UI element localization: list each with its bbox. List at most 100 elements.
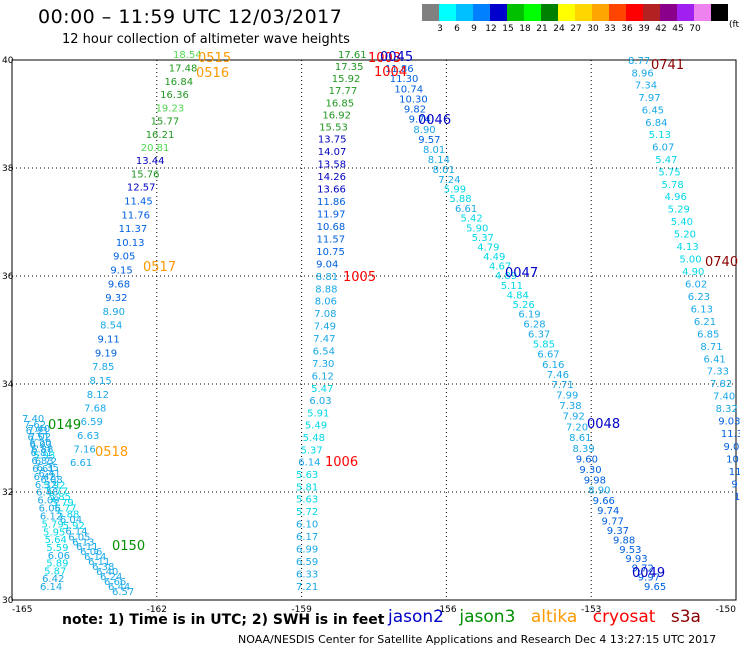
- wave-height-value: 6.42: [42, 574, 64, 585]
- wave-height-value: 6.20: [29, 438, 51, 449]
- wave-height-value: 6.61: [32, 464, 54, 475]
- wave-height-value: 6.14: [84, 552, 106, 563]
- wave-height-value: 6.38: [92, 562, 114, 573]
- wave-height-value: 6.14: [65, 527, 87, 538]
- lat-tick-label: 36: [2, 272, 14, 282]
- wave-height-value: 10.68: [317, 222, 346, 233]
- footer-credit: NOAA/NESDIS Center for Satellite Applica…: [238, 633, 717, 646]
- wave-height-value: 15.92: [332, 74, 361, 85]
- pass-label-0515: 0515: [198, 51, 231, 66]
- wave-height-value: 8.14: [428, 155, 450, 166]
- wave-height-value: 11.3: [721, 429, 740, 440]
- wave-height-value: 6.03: [309, 396, 331, 407]
- wave-height-value: 5.37: [472, 233, 494, 244]
- wave-height-value: 13.75: [318, 135, 347, 146]
- wave-height-value: 9.77: [602, 516, 624, 527]
- pass-label-0741: 0741: [651, 58, 684, 73]
- scale-swatch: [711, 4, 728, 21]
- wave-height-value: 4.13: [677, 242, 699, 253]
- lat-tick-label: 34: [2, 380, 14, 390]
- wave-height-value: 10: [734, 492, 740, 503]
- wave-height-value: 5.13: [649, 130, 671, 141]
- pass-label-0740: 0740: [705, 255, 738, 270]
- wave-height-value: 6.61: [70, 458, 92, 469]
- wave-height-value: 13.58: [318, 160, 347, 171]
- pass-label-1005: 1005: [343, 270, 376, 285]
- legend-jason2: jason2: [388, 607, 444, 627]
- wave-height-value: 5.91: [307, 408, 329, 419]
- scale-label: 42: [655, 24, 667, 34]
- wave-height-value: 9.30: [579, 465, 601, 476]
- wave-height-value: 6.63: [77, 431, 99, 442]
- scale-swatch: [694, 4, 711, 21]
- wave-height-value: 5.87: [44, 566, 66, 577]
- wave-height-value: 5.47: [311, 384, 333, 395]
- wave-height-value: 7.62: [24, 420, 46, 431]
- wave-height-value: 8.01: [433, 165, 455, 176]
- scale-swatch: [490, 4, 507, 21]
- pass-label-0149: 0149: [48, 418, 81, 433]
- wave-height-value: 7.21: [296, 582, 318, 593]
- pass-label-0047: 0047: [505, 266, 538, 281]
- lon-tick-label: -153: [581, 605, 601, 615]
- wave-height-value: 6.57: [112, 587, 134, 598]
- wave-height-value: 5.75: [658, 167, 680, 178]
- wave-height-value: 7.82: [710, 379, 732, 390]
- wave-height-value: 5.79: [52, 498, 74, 509]
- wave-height-value: 9.32: [105, 293, 127, 304]
- wave-height-value: 9.03: [718, 417, 740, 428]
- wave-height-value: 5.77: [46, 486, 68, 497]
- wave-height-value: 16.85: [325, 98, 354, 109]
- scale-swatch: [626, 4, 643, 21]
- wave-height-value: 15.53: [319, 122, 348, 133]
- wave-height-value: 8.15: [89, 376, 111, 387]
- wave-height-value: 6.02: [685, 280, 707, 291]
- wave-height-value: 6.93: [30, 440, 52, 451]
- wave-height-value: 8.88: [315, 284, 337, 295]
- wave-height-value: 6.54: [313, 347, 335, 358]
- wave-height-value: 6.07: [652, 142, 674, 153]
- track-values: 18.54 17.48 16.84 16.36 19.23 15.77 16.21 20.81…: [22, 50, 740, 598]
- wave-height-value: 9.19: [95, 348, 117, 359]
- wave-height-value: 9.98: [584, 475, 606, 486]
- wave-height-value: 7.40: [22, 414, 44, 425]
- wave-height-value: 9.66: [593, 496, 615, 507]
- map-grid: [11, 59, 737, 601]
- lat-tick-label: 40: [2, 56, 14, 66]
- wave-height-value: 16.84: [164, 77, 193, 88]
- wave-height-value: 12.57: [127, 183, 156, 194]
- wave-height-value: 9: [731, 479, 737, 490]
- wave-height-value: 6.41: [38, 469, 60, 480]
- wave-height-value: 6.59: [81, 417, 103, 428]
- wave-height-value: 6.09: [37, 496, 59, 507]
- wave-height-value: 6.05: [68, 532, 90, 543]
- wave-height-value: 5.59: [46, 543, 68, 554]
- wave-height-value: 5.88: [57, 509, 79, 520]
- wave-height-value: 5.49: [305, 421, 327, 432]
- wave-height-value: 5.85: [533, 340, 555, 351]
- wave-height-value: 8.81: [316, 272, 338, 283]
- wave-height-value: 8.90: [103, 307, 125, 318]
- wave-height-value: 5.81: [296, 482, 318, 493]
- wave-height-value: 11.57: [316, 234, 345, 245]
- wave-height-value: 5.20: [674, 230, 696, 241]
- wave-height-value: 10.13: [116, 238, 145, 249]
- wave-height-value: 8.71: [700, 342, 722, 353]
- wave-height-value: 6.51: [27, 432, 49, 443]
- wave-height-value: 8.01: [423, 145, 445, 156]
- wave-height-value: 7.92: [563, 412, 585, 423]
- scale-swatch: [558, 4, 575, 21]
- wave-height-value: 9.72: [632, 563, 654, 574]
- wave-height-value: 7.08: [314, 309, 336, 320]
- scale-label: 15: [502, 24, 514, 34]
- scale-swatch: [660, 4, 677, 21]
- wave-height-value: 6.40: [96, 567, 118, 578]
- page-subtitle: 12 hour collection of altimeter wave hei…: [62, 32, 350, 47]
- lat-tick-label: 38: [2, 164, 14, 174]
- wave-height-value: 7.30: [312, 359, 334, 370]
- axis-ticks: -165 -162 -159 -156 -153 -150 40 38 36 34 32 30: [2, 56, 736, 615]
- legend-jason3: jason3: [459, 607, 516, 627]
- legend-cryosat: cryosat: [592, 607, 656, 627]
- wave-height-value: 6.06: [80, 547, 102, 558]
